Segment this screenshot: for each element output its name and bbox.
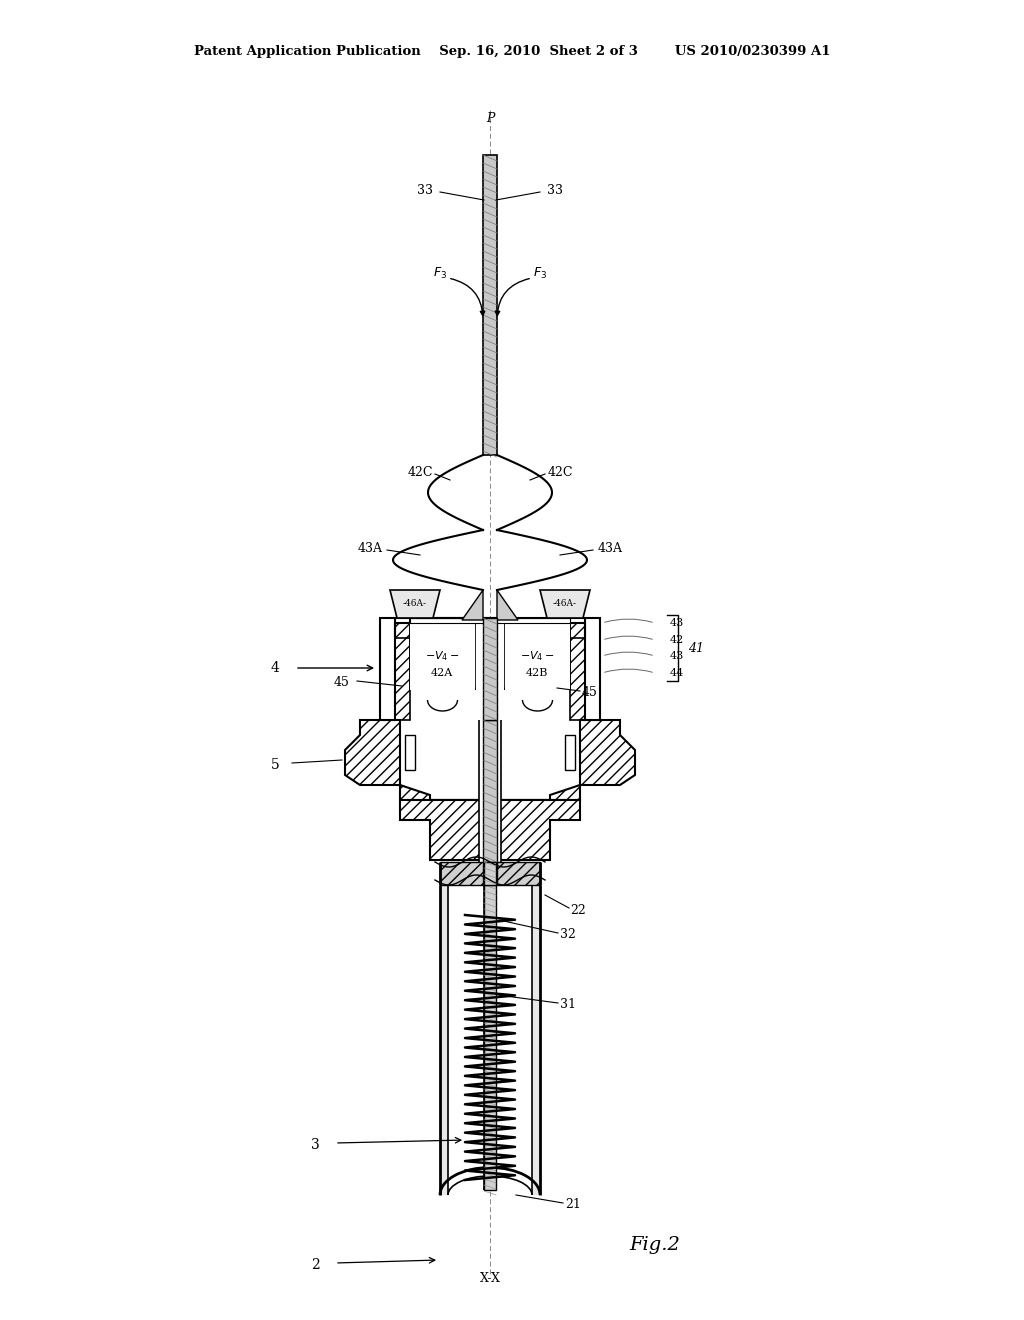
Polygon shape xyxy=(483,154,497,455)
Text: 44: 44 xyxy=(670,668,684,678)
Polygon shape xyxy=(440,862,483,884)
Text: 42C: 42C xyxy=(547,466,572,479)
Text: X-X: X-X xyxy=(479,1271,501,1284)
Polygon shape xyxy=(400,800,580,861)
Polygon shape xyxy=(532,884,540,1195)
Text: P: P xyxy=(485,111,495,124)
Polygon shape xyxy=(380,618,410,719)
Text: -46A-: -46A- xyxy=(553,599,577,609)
Polygon shape xyxy=(570,618,600,719)
Polygon shape xyxy=(497,590,518,620)
Polygon shape xyxy=(505,618,570,690)
Polygon shape xyxy=(540,590,590,618)
Text: Patent Application Publication    Sep. 16, 2010  Sheet 2 of 3        US 2010/023: Patent Application Publication Sep. 16, … xyxy=(194,45,830,58)
Polygon shape xyxy=(497,862,540,884)
Text: 41: 41 xyxy=(688,642,705,655)
Polygon shape xyxy=(406,735,415,770)
Polygon shape xyxy=(410,618,475,690)
Polygon shape xyxy=(479,719,501,862)
Text: 43: 43 xyxy=(670,651,684,661)
Text: $F_3$: $F_3$ xyxy=(532,265,547,281)
Polygon shape xyxy=(440,884,449,1195)
Text: 43: 43 xyxy=(670,618,684,628)
Text: $-V_4-$: $-V_4-$ xyxy=(425,649,459,663)
Text: 43A: 43A xyxy=(357,541,383,554)
Text: 2: 2 xyxy=(310,1258,319,1272)
Text: 4: 4 xyxy=(270,661,280,675)
Text: 43A: 43A xyxy=(597,541,623,554)
Text: 42C: 42C xyxy=(408,466,433,479)
Text: $-V_4-$: $-V_4-$ xyxy=(520,649,554,663)
Text: 45: 45 xyxy=(582,686,598,700)
Polygon shape xyxy=(345,719,635,800)
Text: -46A-: -46A- xyxy=(403,599,427,609)
Text: Fig.2: Fig.2 xyxy=(630,1236,680,1254)
Polygon shape xyxy=(570,618,600,719)
Polygon shape xyxy=(410,618,570,623)
Text: 22: 22 xyxy=(570,903,586,916)
Text: 21: 21 xyxy=(565,1199,581,1212)
Text: 31: 31 xyxy=(560,998,575,1011)
Text: 33: 33 xyxy=(547,183,563,197)
Polygon shape xyxy=(390,590,440,618)
Text: $F_3$: $F_3$ xyxy=(433,265,447,281)
Polygon shape xyxy=(484,862,496,884)
Text: 33: 33 xyxy=(417,183,433,197)
Polygon shape xyxy=(484,884,496,1191)
Polygon shape xyxy=(565,735,575,770)
Text: 42: 42 xyxy=(670,635,684,645)
Polygon shape xyxy=(380,618,410,719)
Text: 42A: 42A xyxy=(431,668,454,678)
Text: 3: 3 xyxy=(310,1138,319,1152)
Polygon shape xyxy=(483,719,497,862)
Text: 5: 5 xyxy=(270,758,280,772)
Text: 32: 32 xyxy=(560,928,575,941)
Polygon shape xyxy=(462,590,483,620)
Text: 42B: 42B xyxy=(525,668,548,678)
Text: 45: 45 xyxy=(334,676,350,689)
Polygon shape xyxy=(483,618,497,719)
